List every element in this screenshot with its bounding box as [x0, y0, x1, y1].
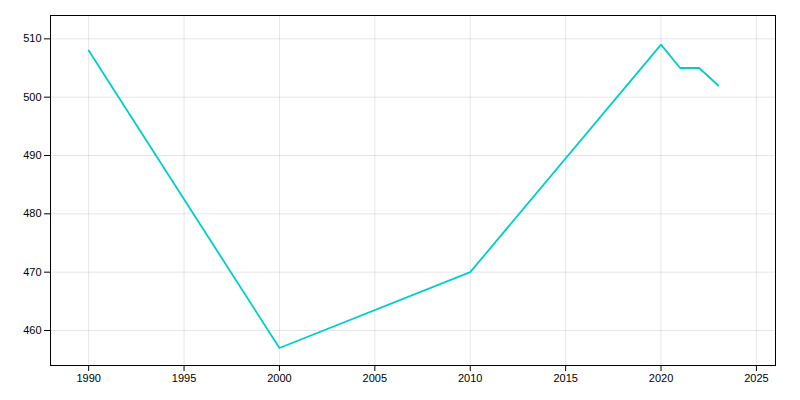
svg-text:480: 480	[23, 207, 41, 219]
svg-text:460: 460	[23, 324, 41, 336]
svg-text:2010: 2010	[458, 372, 482, 384]
svg-text:510: 510	[23, 32, 41, 44]
svg-text:2020: 2020	[649, 372, 673, 384]
svg-text:2015: 2015	[553, 372, 577, 384]
svg-text:2005: 2005	[363, 372, 387, 384]
svg-text:1995: 1995	[172, 372, 196, 384]
svg-text:500: 500	[23, 91, 41, 103]
svg-text:1990: 1990	[76, 372, 100, 384]
svg-text:2025: 2025	[744, 372, 768, 384]
svg-text:470: 470	[23, 266, 41, 278]
svg-text:490: 490	[23, 149, 41, 161]
svg-text:2000: 2000	[267, 372, 291, 384]
